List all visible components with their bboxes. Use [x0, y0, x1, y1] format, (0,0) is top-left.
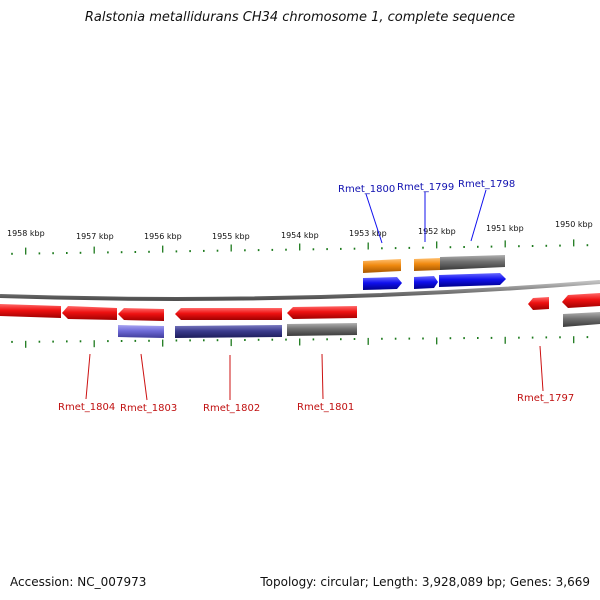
kbp-label-1954: 1954 kbp [281, 231, 319, 240]
gene-feature[interactable] [363, 259, 401, 273]
kbp-label-1953: 1953 kbp [349, 229, 387, 238]
kbp-label-1951: 1951 kbp [486, 224, 524, 233]
forward-strand-features [363, 255, 506, 290]
gene-arrow-rmet-1804[interactable] [0, 304, 61, 318]
leader-line-rmet-1804 [85, 353, 91, 400]
leader-line-rmet-1798 [470, 189, 487, 242]
kbp-labels: 1958 kbp 1957 kbp 1956 kbp 1955 kbp 1954… [7, 220, 593, 241]
gene-arrow-rmet-1798[interactable] [439, 273, 506, 287]
gene-feature[interactable] [440, 255, 505, 270]
kbp-label-1957: 1957 kbp [76, 232, 114, 241]
gene-feature[interactable] [118, 325, 164, 338]
kbp-label-1958: 1958 kbp [7, 229, 45, 238]
gene-label-rmet-1801[interactable]: Rmet_1801 [297, 402, 354, 413]
chromosome-backbone [0, 280, 600, 301]
tick-row-bottom [11, 336, 589, 348]
accession-text: Accession: NC_007973 [10, 575, 147, 589]
gene-label-rmet-1797[interactable]: Rmet_1797 [517, 393, 574, 404]
gene-arrow-rmet-1803[interactable] [118, 308, 164, 321]
gene-labels: Rmet_1800 Rmet_1799 Rmet_1798 Rmet_1804 … [58, 179, 574, 414]
leader-line-rmet-1801 [321, 353, 324, 400]
gene-label-rmet-1798[interactable]: Rmet_1798 [458, 179, 515, 190]
kbp-label-1955: 1955 kbp [212, 232, 250, 241]
gene-arrow-rmet-1802[interactable] [175, 308, 282, 320]
leader-line-rmet-1797 [539, 345, 544, 392]
gene-arrow[interactable] [562, 293, 600, 308]
gene-feature[interactable] [563, 312, 600, 327]
gene-arrow[interactable] [62, 306, 117, 320]
gene-label-rmet-1800[interactable]: Rmet_1800 [338, 184, 395, 195]
gene-arrow-rmet-1800[interactable] [363, 277, 402, 290]
tick-row-top [11, 239, 589, 255]
gene-arrow-rmet-1797[interactable] [528, 297, 549, 310]
map-title: Ralstonia metallidurans CH34 chromosome … [84, 10, 516, 25]
kbp-label-1956: 1956 kbp [144, 232, 182, 241]
leader-line-rmet-1803 [140, 353, 148, 401]
gene-label-rmet-1804[interactable]: Rmet_1804 [58, 402, 115, 413]
kbp-label-1952: 1952 kbp [418, 227, 456, 236]
gene-leader-lines [85, 189, 544, 401]
gene-feature[interactable] [287, 323, 357, 336]
gene-label-rmet-1799[interactable]: Rmet_1799 [397, 182, 454, 193]
gene-feature[interactable] [414, 258, 440, 271]
gene-feature[interactable] [175, 325, 282, 338]
gene-arrow-rmet-1801[interactable] [287, 306, 357, 319]
gene-label-rmet-1802[interactable]: Rmet_1802 [203, 403, 260, 414]
reverse-strand-features [0, 293, 600, 338]
kbp-label-1950: 1950 kbp [555, 220, 593, 229]
topology-summary: Topology: circular; Length: 3,928,089 bp… [260, 575, 590, 589]
leader-line-rmet-1800 [365, 193, 383, 244]
gene-label-rmet-1803[interactable]: Rmet_1803 [120, 403, 177, 414]
gene-arrow-rmet-1799[interactable] [414, 276, 438, 289]
